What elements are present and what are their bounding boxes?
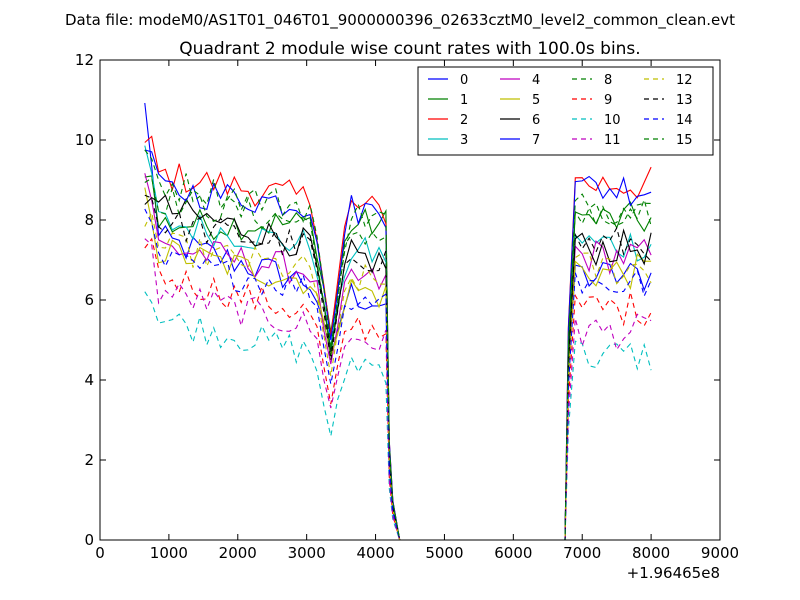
y-tick-label: 2 (84, 451, 94, 469)
legend-label-7: 7 (532, 133, 540, 148)
series-line-11 (144, 238, 652, 541)
x-tick-label: 6000 (494, 544, 532, 562)
x-tick-label: 5000 (425, 544, 463, 562)
legend-label-0: 0 (460, 73, 468, 88)
legend-label-9: 9 (604, 93, 612, 108)
legend-label-15: 15 (676, 133, 693, 148)
legend-label-8: 8 (604, 73, 612, 88)
legend-label-1: 1 (460, 93, 468, 108)
series-line-8 (144, 177, 652, 541)
x-tick-label: 1000 (150, 544, 188, 562)
series-line-9 (144, 237, 652, 541)
x-tick-label: 2000 (219, 544, 257, 562)
legend-label-13: 13 (676, 93, 693, 108)
legend-label-10: 10 (604, 113, 621, 128)
y-tick-label: 0 (84, 531, 94, 549)
legend-label-4: 4 (532, 73, 540, 88)
x-tick-label: 3000 (288, 544, 326, 562)
legend-box (417, 66, 714, 156)
legend-label-12: 12 (676, 73, 693, 88)
y-tick-label: 4 (84, 371, 94, 389)
x-tick-label: 7000 (563, 544, 601, 562)
series-line-12 (144, 210, 652, 541)
x-offset-label: +1.96465e8 (627, 564, 720, 582)
legend-label-2: 2 (460, 113, 468, 128)
x-tick-label: 8000 (632, 544, 670, 562)
y-tick-label: 10 (75, 131, 94, 149)
x-tick-label: 9000 (701, 544, 739, 562)
x-tick-label: 4000 (356, 544, 394, 562)
legend-label-14: 14 (676, 113, 693, 128)
legend-label-6: 6 (532, 113, 540, 128)
data-file-label: Data file: modeM0/AS1T01_046T01_90000003… (65, 11, 735, 30)
x-tick-label: 0 (95, 544, 105, 562)
plot-lines (144, 102, 652, 541)
series-line-10 (144, 291, 652, 541)
series-line-14 (144, 208, 652, 541)
y-tick-label: 12 (75, 51, 94, 69)
series-line-6 (144, 194, 652, 541)
chart-title: Quadrant 2 module wise count rates with … (179, 39, 640, 59)
series-line-13 (144, 194, 652, 541)
legend-label-3: 3 (460, 133, 468, 148)
series-line-15 (144, 149, 652, 541)
y-tick-label: 6 (84, 291, 94, 309)
series-line-1 (144, 175, 652, 541)
y-tick-label: 8 (84, 211, 94, 229)
legend-label-5: 5 (532, 93, 540, 108)
axis-ticks: 0 1000 2000 3000 4000 5000 6000 7000 8000 9000 0 2 4… (75, 51, 739, 562)
legend-label-11: 11 (604, 133, 621, 148)
